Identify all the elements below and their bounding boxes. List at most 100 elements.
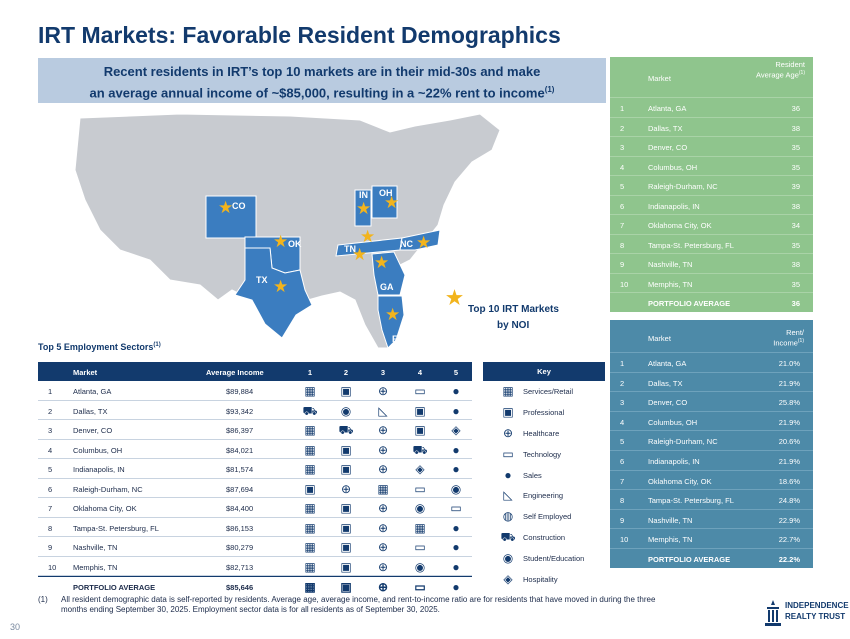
employment-row-number: 5	[48, 465, 53, 474]
emp-header-market: Market	[73, 368, 98, 377]
student-education-icon: ◉	[414, 501, 426, 515]
healthcare-icon: ⊕	[377, 384, 389, 398]
star-nashville-icon: ★	[360, 227, 375, 247]
age-row-number: 3	[620, 143, 625, 152]
key-item: ◉ Student/Education	[483, 548, 605, 569]
age-row-value: 38	[791, 201, 800, 211]
age-row-value: 38	[791, 260, 800, 269]
construction-icon: ⛟	[338, 423, 354, 437]
age-row-market: Dallas, TX	[648, 123, 683, 133]
employment-row: 10 Memphis, TN $82,713 ▦ ▣ ⊕ ◉ ●	[38, 557, 472, 576]
rent-row: 1 Atlanta, GA 21.0%	[610, 352, 813, 372]
professional-icon: ▣	[340, 462, 352, 476]
state-oh	[371, 185, 398, 219]
employment-row-income: $84,021	[226, 445, 254, 455]
services-retail-icon: ▦	[304, 423, 316, 437]
services-retail-icon: ▦	[377, 481, 389, 496]
rent-row-market: Indianapolis, IN	[648, 456, 700, 466]
age-row: 10 Memphis, TN 35	[610, 272, 813, 293]
star-tampa-icon: ★	[385, 305, 400, 325]
rent-avg-value: 22.2%	[778, 554, 800, 564]
employment-row-market: Denver, CO	[73, 426, 113, 435]
employment-row-market: Raleigh-Durham, NC	[73, 484, 143, 494]
rent-row-market: Dallas, TX	[648, 378, 683, 388]
hospitality-icon: ◈	[503, 572, 513, 587]
rent-row-market: Nashville, TN	[648, 515, 693, 525]
employment-row: 4 Columbus, OH $84,021 ▦ ▣ ⊕ ⛟ ●	[38, 440, 472, 459]
rent-row: 10 Memphis, TN 22.7%	[610, 528, 813, 548]
healthcare-icon: ⊕	[377, 559, 389, 574]
employment-row-income: $89,884	[226, 387, 254, 396]
rent-row-market: Memphis, TN	[648, 535, 693, 545]
logo-line-2: REALTY TRUST	[785, 612, 846, 621]
state-in	[354, 189, 372, 227]
age-row-number: 8	[620, 240, 625, 250]
services-retail-icon: ▦	[304, 384, 316, 398]
healthcare-icon: ⊕	[377, 442, 389, 457]
age-row-value: 35	[791, 279, 800, 289]
employment-row-number: 7	[48, 504, 53, 513]
rent-row-number: 9	[620, 515, 625, 525]
employment-row: 1 Atlanta, GA $89,884 ▦ ▣ ⊕ ▭ ●	[38, 381, 472, 401]
rent-row-market: Denver, CO	[648, 398, 688, 408]
label-fl: FL	[392, 334, 403, 344]
age-header-value: Resident Average Age(1)	[756, 60, 805, 80]
key-item: ▣ Professional	[483, 402, 605, 423]
rent-row-value: 25.8%	[778, 398, 800, 408]
age-avg-value: 36	[791, 299, 800, 308]
key-item-label: Student/Education	[523, 554, 585, 564]
key-item-label: Construction	[523, 533, 566, 543]
employment-row-income: $93,342	[226, 406, 254, 416]
employment-row: 8 Tampa-St. Petersburg, FL $86,153 ▦ ▣ ⊕ ▦ ●	[38, 518, 472, 537]
healthcare-icon: ⊕	[377, 501, 389, 515]
emp-header-sector-2: 2	[343, 368, 349, 377]
services-retail-icon: ▦	[304, 559, 316, 574]
age-row-value: 38	[791, 123, 800, 133]
technology-icon: ▭	[414, 481, 426, 496]
state-tx	[234, 247, 313, 339]
rent-row-value: 21.9%	[778, 378, 800, 388]
age-row: 5 Raleigh-Durham, NC 39	[610, 175, 813, 195]
star-okc-icon: ★	[273, 232, 288, 252]
rent-table-header: Market Rent/Income(1)	[610, 320, 813, 352]
professional-icon: ▣	[340, 540, 352, 554]
company-logo: INDEPENDENCE REALTY TRUST	[764, 600, 849, 630]
technology-icon: ▭	[502, 446, 514, 461]
sales-icon: ●	[504, 467, 512, 482]
employment-row: 3 Denver, CO $86,397 ▦ ⛟ ⊕ ▣ ◈	[38, 420, 472, 440]
rent-avg-row: PORTFOLIO AVERAGE 22.2%	[610, 547, 813, 568]
professional-icon: ▣	[502, 404, 514, 419]
state-co	[205, 195, 257, 239]
rent-row-value: 22.7%	[778, 535, 800, 545]
age-row-number: 9	[620, 260, 625, 269]
employment-row: 7 Oklahoma City, OK $84,400 ▦ ▣ ⊕ ◉ ▭	[38, 498, 472, 518]
sales-icon: ●	[452, 403, 460, 418]
employment-row: 6 Raleigh-Durham, NC $87,694 ▣ ⊕ ▦ ▭ ◉	[38, 479, 472, 498]
self-employed-icon: ◍	[502, 509, 514, 524]
professional-icon: ▣	[414, 423, 426, 437]
label-ok: OK	[288, 239, 302, 249]
footnote-number: (1)	[38, 595, 48, 604]
banner-line-2: an average annual income of ~$85,000, re…	[89, 85, 555, 101]
emp-header-sector-4: 4	[417, 368, 423, 377]
age-row-value: 35	[791, 162, 800, 172]
employment-row-number: 4	[48, 445, 53, 455]
star-memphis-icon: ★	[352, 245, 367, 265]
employment-row-number: 10	[48, 562, 57, 572]
employment-row-market: Tampa-St. Petersburg, FL	[73, 523, 159, 533]
professional-icon: ▣	[340, 442, 352, 457]
healthcare-icon: ⊕	[377, 520, 389, 535]
services-retail-icon: ▦	[304, 442, 316, 457]
label-ga: GA	[380, 282, 394, 292]
hospitality-icon: ◈	[451, 423, 461, 437]
label-oh: OH	[379, 188, 393, 198]
technology-icon: ▭	[414, 580, 426, 594]
employment-row-number: 6	[48, 484, 53, 494]
sales-icon: ●	[452, 540, 460, 554]
key-item-label: Services/Retail	[523, 387, 574, 396]
employment-row-income: $84,400	[226, 504, 254, 513]
sectors-label: Top 5 Employment Sectors(1)	[38, 342, 161, 352]
emp-header-sector-3: 3	[380, 368, 386, 377]
age-row: 7 Oklahoma City, OK 34	[610, 214, 813, 234]
key-item: ▦ Services/Retail	[483, 381, 605, 402]
